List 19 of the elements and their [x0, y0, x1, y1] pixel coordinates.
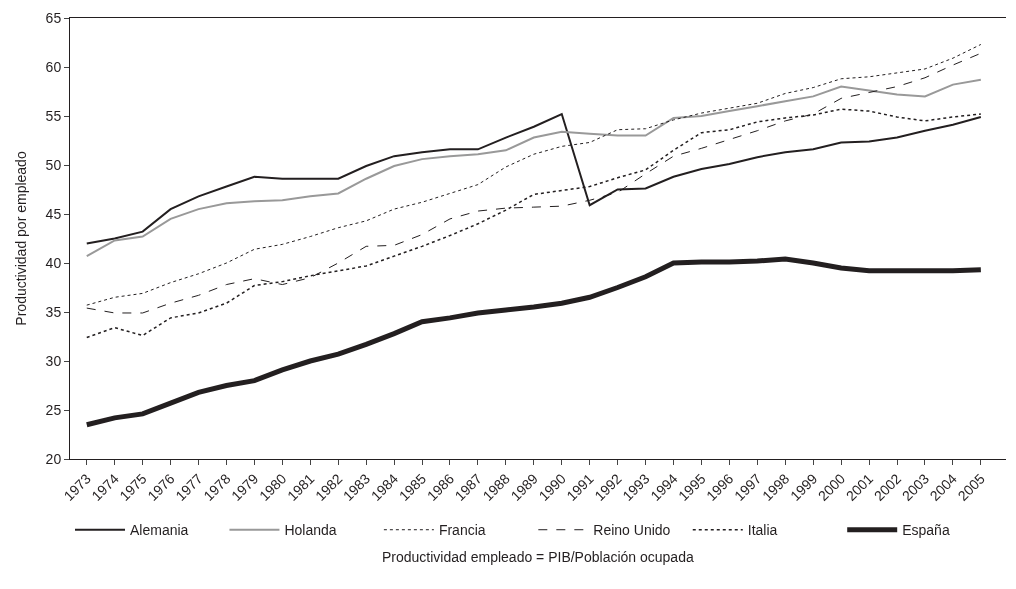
- y-tick-label: 65: [45, 9, 62, 26]
- y-tick-label: 25: [45, 401, 62, 418]
- y-tick-label: 30: [45, 352, 62, 369]
- y-tick-label: 35: [45, 303, 62, 320]
- legend-label: Holanda: [284, 522, 337, 539]
- y-tick-label: 45: [45, 205, 62, 222]
- legend-label: Francia: [438, 522, 486, 539]
- legend-label: Alemania: [130, 522, 189, 539]
- legend-label: Italia: [747, 522, 778, 539]
- y-axis-title: Productividad por empleado: [13, 151, 30, 326]
- y-tick-label: 60: [45, 58, 62, 75]
- y-tick-label: 40: [45, 254, 62, 271]
- y-tick-label: 50: [45, 156, 62, 173]
- y-tick-label: 55: [45, 107, 62, 124]
- text: Productividad empleado = PIB/Población ocupada: [382, 549, 694, 565]
- line-series: [85, 78, 982, 258]
- y-tick-label: 20: [45, 450, 62, 467]
- legend-label: Reino Unido: [593, 522, 671, 539]
- legend-label: España: [902, 522, 950, 539]
